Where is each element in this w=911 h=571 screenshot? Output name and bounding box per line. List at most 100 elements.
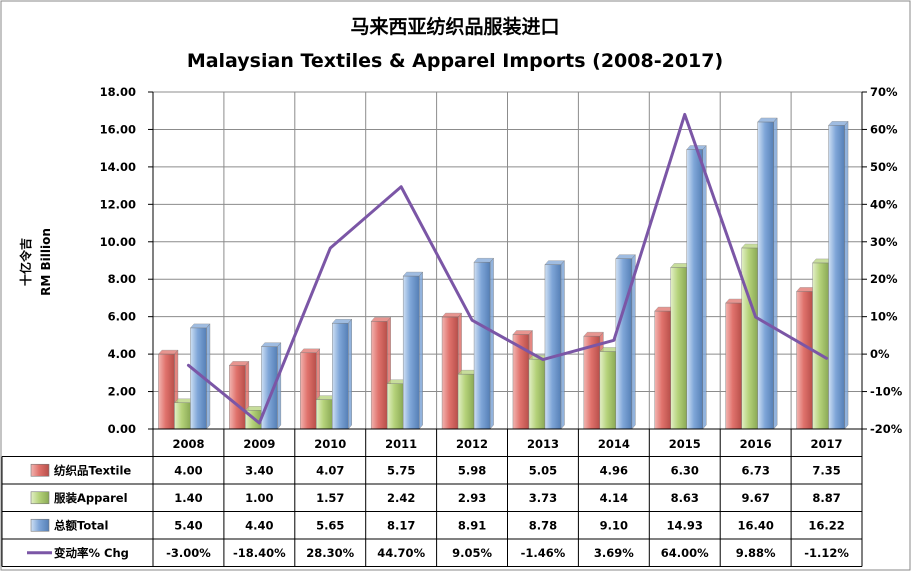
legend-label: 变动率% Chg bbox=[54, 546, 129, 560]
bar bbox=[828, 125, 845, 430]
data-label: 4.40 bbox=[245, 518, 273, 532]
bar-top bbox=[544, 260, 565, 265]
y2-tick-label: 40% bbox=[870, 197, 898, 211]
bar bbox=[599, 351, 617, 430]
bar bbox=[544, 264, 562, 430]
y-tick-label: 14.00 bbox=[100, 160, 136, 174]
x-tick-label: 2017 bbox=[811, 437, 843, 451]
bar bbox=[316, 399, 333, 430]
data-label: 8.17 bbox=[387, 518, 415, 532]
data-label: 3.73 bbox=[529, 491, 557, 505]
bar-side bbox=[206, 323, 211, 430]
bar bbox=[725, 302, 742, 430]
data-label: 9.10 bbox=[600, 518, 628, 532]
plot-area: 0.00 2.00 4.00 6.00 8.00 10.00 12.00 14.00 16.00… bbox=[1, 85, 903, 567]
y-axis-label-cn: 十亿令吉 bbox=[18, 238, 33, 286]
bar bbox=[174, 402, 191, 430]
y2-tick-label: 50% bbox=[870, 160, 898, 174]
x-tick-label: 2013 bbox=[527, 437, 559, 451]
y-tick-label: 10.00 bbox=[100, 235, 136, 249]
y-tick-label: 8.00 bbox=[108, 272, 136, 286]
bar-top bbox=[402, 271, 424, 277]
bar bbox=[670, 267, 687, 430]
bar-top bbox=[299, 348, 321, 354]
data-label: 5.65 bbox=[316, 518, 344, 532]
bar-top bbox=[158, 349, 179, 355]
data-label: 6.73 bbox=[741, 463, 769, 477]
bar bbox=[158, 353, 175, 430]
bar-side bbox=[348, 318, 352, 430]
bar bbox=[615, 258, 633, 430]
bar bbox=[386, 383, 404, 430]
bar bbox=[757, 121, 774, 430]
bar-side bbox=[560, 260, 565, 430]
y-tick-label: 6.00 bbox=[108, 310, 136, 324]
x-tick-label: 2012 bbox=[456, 437, 488, 451]
x-tick-label: 2011 bbox=[385, 437, 417, 451]
bar-top bbox=[583, 331, 604, 337]
bar bbox=[654, 310, 671, 430]
bar-side bbox=[277, 342, 282, 430]
x-tick-label: 2014 bbox=[598, 437, 630, 451]
data-label: 4.14 bbox=[600, 491, 628, 505]
data-label: 4.96 bbox=[600, 463, 628, 477]
data-label: 4.00 bbox=[174, 463, 202, 477]
data-label: 5.75 bbox=[387, 463, 415, 477]
legend-label: 服装Apparel bbox=[54, 491, 128, 505]
y2-tick-label: -20% bbox=[870, 422, 903, 436]
data-label: 7.35 bbox=[812, 463, 840, 477]
data-label: 3.40 bbox=[245, 463, 273, 477]
data-label: 1.40 bbox=[174, 491, 202, 505]
data-label: -18.40% bbox=[233, 546, 286, 560]
data-label: 5.40 bbox=[174, 518, 202, 532]
x-tick-label: 2015 bbox=[669, 437, 701, 451]
y-tick-label: 16.00 bbox=[100, 122, 136, 136]
y-tick-label: 2.00 bbox=[108, 385, 136, 399]
y2-tick-label: 60% bbox=[870, 122, 898, 136]
data-label: 16.22 bbox=[808, 518, 844, 532]
bar-top bbox=[260, 342, 282, 347]
data-label: 2.42 bbox=[387, 491, 415, 505]
bar-side bbox=[418, 271, 423, 430]
data-label: 16.40 bbox=[737, 518, 773, 532]
y-tick-label: 0.00 bbox=[108, 422, 136, 436]
y-tick-label: 18.00 bbox=[100, 85, 136, 99]
bar-top bbox=[512, 330, 533, 335]
bar-top bbox=[190, 323, 211, 329]
chart-title: 马来西亚纺织品服装进口 bbox=[350, 15, 559, 38]
y-tick-label: 12.00 bbox=[100, 197, 136, 211]
bar-top bbox=[228, 361, 250, 366]
legend-label: 总额Total bbox=[54, 518, 108, 532]
data-label: 64.00% bbox=[661, 546, 709, 560]
bar-top bbox=[331, 319, 353, 324]
data-label: 5.98 bbox=[458, 463, 486, 477]
data-label: -1.12% bbox=[804, 546, 849, 560]
data-label: 14.93 bbox=[667, 518, 703, 532]
data-label: 2.93 bbox=[458, 491, 486, 505]
data-label: 3.69% bbox=[594, 546, 634, 560]
bar-side bbox=[844, 120, 849, 430]
bar bbox=[812, 262, 829, 430]
x-tick-label: 2009 bbox=[243, 437, 275, 451]
data-label: 9.05% bbox=[452, 546, 492, 560]
data-label: -3.00% bbox=[166, 546, 211, 560]
bar-top bbox=[828, 121, 849, 126]
legend-swatch bbox=[30, 463, 50, 477]
y2-tick-label: 30% bbox=[870, 235, 898, 249]
y2-tick-label: 20% bbox=[870, 272, 898, 286]
data-label: 6.30 bbox=[671, 463, 699, 477]
bar bbox=[796, 291, 813, 430]
legend-label: 纺织品Textile bbox=[54, 463, 131, 477]
bar bbox=[402, 275, 420, 430]
data-label: 28.30% bbox=[306, 546, 354, 560]
bar bbox=[370, 321, 388, 430]
bar bbox=[741, 247, 758, 430]
data-label: 8.91 bbox=[458, 518, 486, 532]
data-label: 9.67 bbox=[741, 491, 769, 505]
x-tick-label: 2010 bbox=[314, 437, 346, 451]
bar bbox=[528, 358, 546, 430]
x-tick-label: 2016 bbox=[740, 437, 772, 451]
data-label: 8.78 bbox=[529, 518, 557, 532]
bar bbox=[332, 323, 349, 430]
